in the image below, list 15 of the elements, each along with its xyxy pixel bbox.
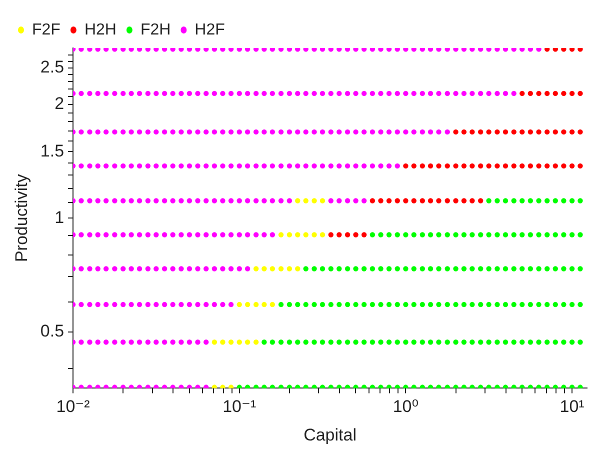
x-axis-title: Capital [304,425,356,444]
y-tick-label: 2 [54,94,64,114]
legend-label: H2F [194,21,226,38]
y-tick-label: 1.5 [40,141,64,160]
y-axis-title: Productivity [12,174,31,262]
legend-label: F2F [32,21,61,38]
y-tick-label: 2.5 [40,57,64,76]
legend-label: H2H [84,21,116,38]
y-tick-label: 1 [54,208,64,227]
x-tick-label: 10⁻¹ [222,397,256,416]
y-tick-label: 0.5 [40,322,64,341]
x-tick-label: 10¹ [560,397,585,416]
legend-label: F2H [140,21,171,38]
x-tick-label: 10⁰ [392,397,419,416]
x-tick-label: 10⁻² [56,397,90,416]
